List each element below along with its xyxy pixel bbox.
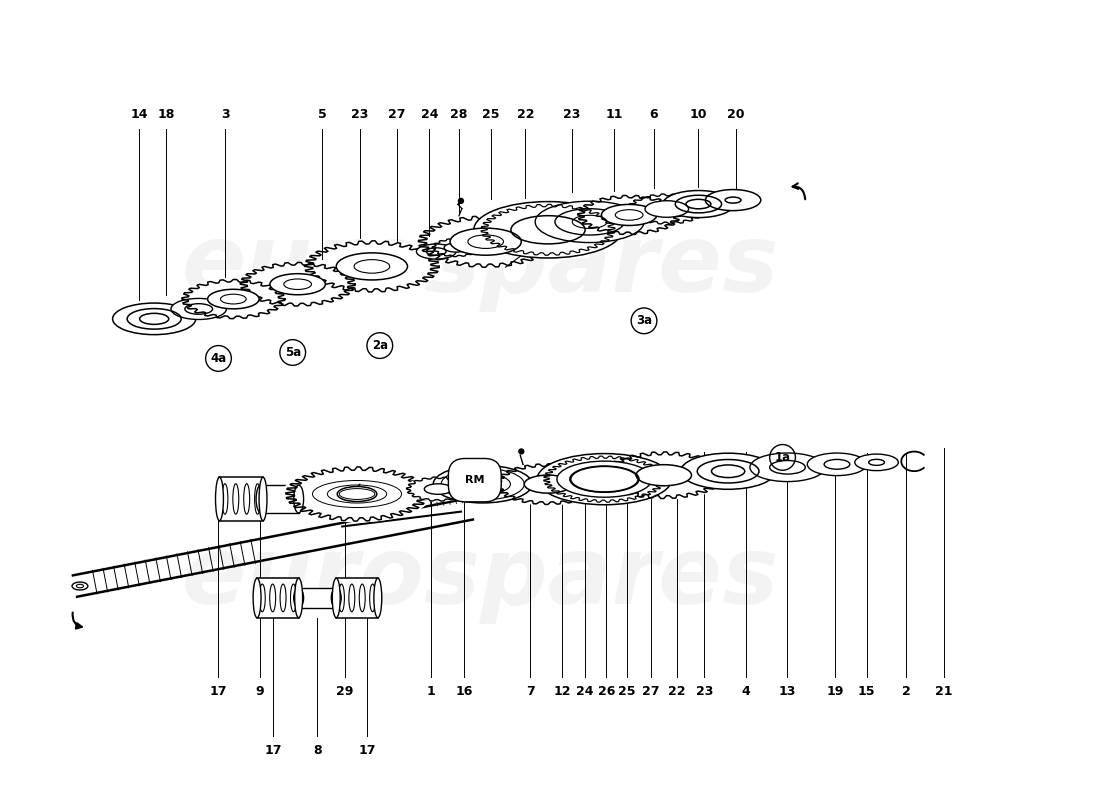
Text: 20: 20 [727,108,745,121]
Text: 1: 1 [427,685,436,698]
Ellipse shape [331,588,341,608]
Ellipse shape [557,461,652,498]
Ellipse shape [294,485,304,513]
Ellipse shape [295,578,302,618]
Ellipse shape [625,194,708,225]
Text: 26: 26 [597,685,615,698]
Text: 5: 5 [318,108,327,121]
FancyBboxPatch shape [337,578,377,618]
Text: 17: 17 [359,744,376,758]
Text: 3a: 3a [636,314,652,327]
Text: 28: 28 [450,108,468,121]
Ellipse shape [301,239,442,294]
Ellipse shape [417,244,456,259]
Ellipse shape [112,303,196,334]
Ellipse shape [332,578,340,618]
Ellipse shape [525,475,572,493]
Circle shape [459,198,463,203]
Text: 6: 6 [650,108,658,121]
Text: 22: 22 [517,108,534,121]
Text: 17: 17 [210,685,228,698]
FancyBboxPatch shape [298,588,337,608]
Ellipse shape [260,477,267,521]
Ellipse shape [294,588,304,608]
Text: 21: 21 [935,685,953,698]
Ellipse shape [450,228,521,255]
Ellipse shape [256,485,266,513]
Ellipse shape [602,205,657,226]
Ellipse shape [216,477,223,521]
Text: 29: 29 [337,685,354,698]
Text: 11: 11 [606,108,623,121]
Text: 10: 10 [690,108,707,121]
Text: 2: 2 [902,685,911,698]
Circle shape [519,449,524,454]
Text: 27: 27 [642,685,660,698]
Ellipse shape [444,243,468,252]
Text: eurospares: eurospares [182,221,780,313]
Text: 22: 22 [668,685,685,698]
Ellipse shape [405,477,472,502]
Ellipse shape [536,201,643,242]
FancyBboxPatch shape [257,578,298,618]
Ellipse shape [270,274,326,294]
Text: 5a: 5a [285,346,300,359]
Text: 8: 8 [314,744,322,758]
Ellipse shape [807,453,867,476]
Text: 15: 15 [858,685,876,698]
Text: 13: 13 [779,685,796,698]
Text: 24: 24 [420,108,438,121]
Text: 2a: 2a [372,339,388,352]
Ellipse shape [681,453,776,490]
Text: 12: 12 [553,685,571,698]
Ellipse shape [855,454,899,470]
Ellipse shape [374,578,382,618]
Text: 18: 18 [157,108,175,121]
Ellipse shape [600,450,728,500]
Ellipse shape [338,486,377,502]
Ellipse shape [433,466,532,503]
Ellipse shape [492,462,604,506]
Text: 23: 23 [563,108,581,121]
Text: RM: RM [465,475,484,485]
Ellipse shape [238,262,358,307]
FancyBboxPatch shape [261,485,298,513]
Text: 19: 19 [826,685,844,698]
Ellipse shape [645,201,689,218]
Ellipse shape [337,253,407,280]
FancyBboxPatch shape [220,477,263,521]
Text: 4a: 4a [210,352,227,365]
Text: 9: 9 [255,685,264,698]
Ellipse shape [636,465,692,486]
Text: 4: 4 [741,685,750,698]
Ellipse shape [179,278,287,319]
Ellipse shape [208,290,260,309]
Ellipse shape [253,578,261,618]
Ellipse shape [72,582,88,590]
Ellipse shape [415,215,557,269]
Text: 3: 3 [221,108,230,121]
Text: 14: 14 [131,108,149,121]
Text: 16: 16 [455,685,473,698]
Text: 23: 23 [351,108,369,121]
Ellipse shape [431,238,481,257]
Text: 25: 25 [482,108,499,121]
Text: 23: 23 [695,685,713,698]
Text: 27: 27 [388,108,406,121]
Ellipse shape [425,484,452,494]
Ellipse shape [575,194,683,235]
Ellipse shape [663,190,734,218]
Text: 1a: 1a [774,451,791,464]
Ellipse shape [537,454,672,505]
Text: 17: 17 [264,744,282,758]
Text: 7: 7 [526,685,535,698]
Ellipse shape [283,466,432,522]
Ellipse shape [170,298,227,319]
Text: 24: 24 [576,685,593,698]
Ellipse shape [705,190,761,210]
Ellipse shape [474,202,623,258]
Ellipse shape [750,453,825,482]
Text: eurospares: eurospares [182,532,780,624]
Text: 25: 25 [618,685,636,698]
